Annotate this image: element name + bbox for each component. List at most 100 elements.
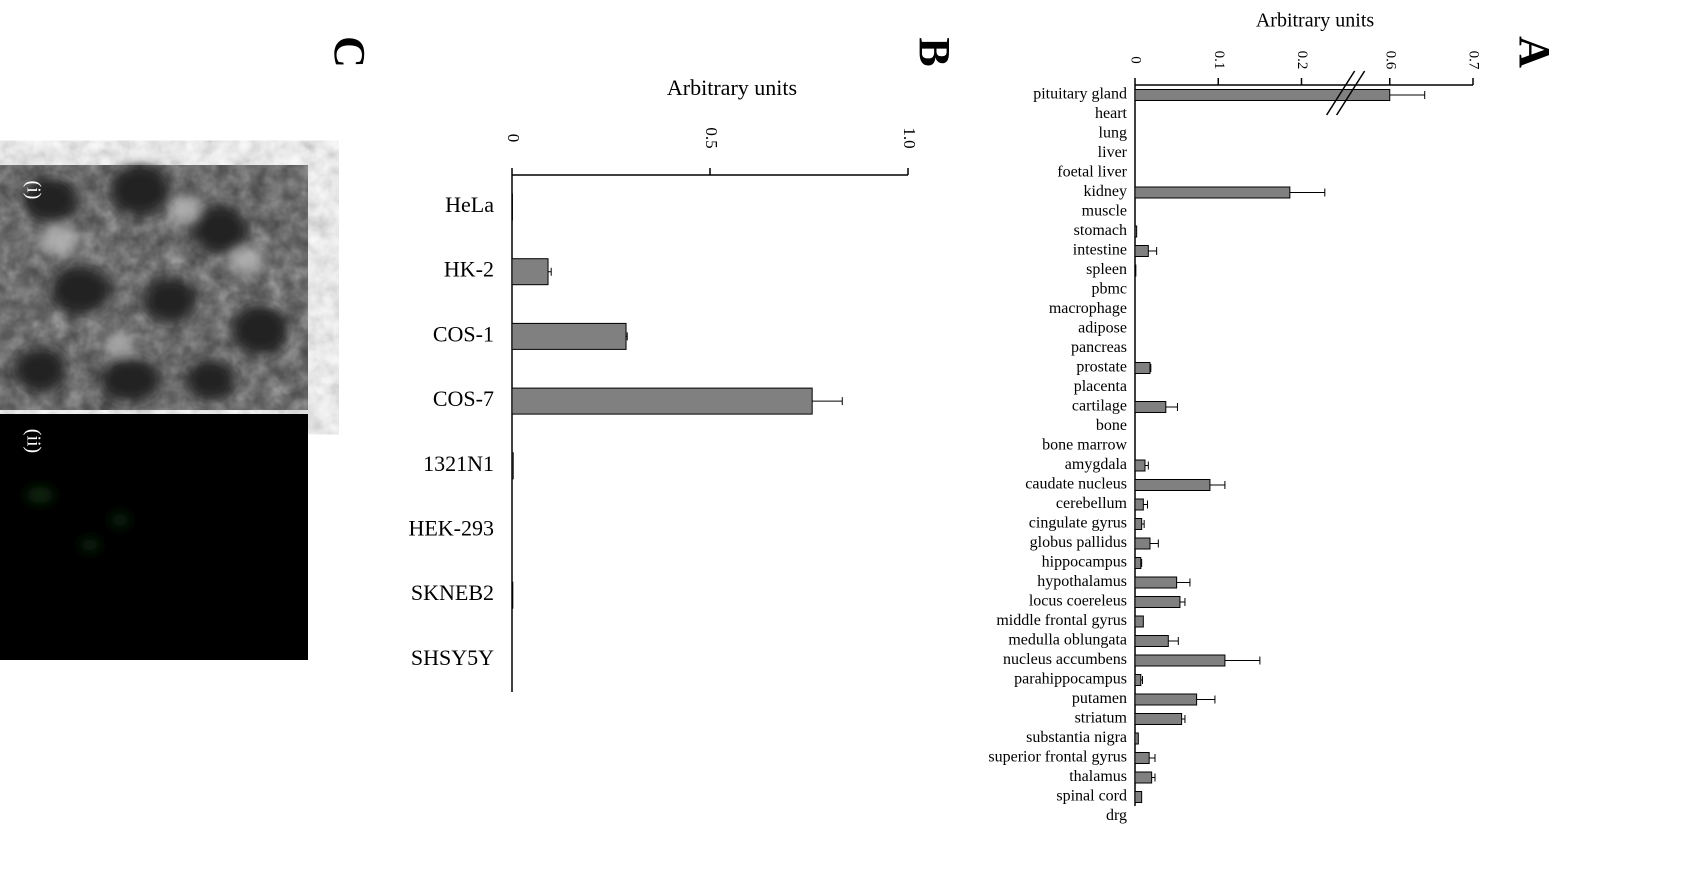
bar (1135, 597, 1180, 608)
y-tick-label: caudate nucleus (1025, 476, 1127, 493)
y-tick-label: pbmc (1091, 281, 1127, 298)
y-tick-label: medulla oblungata (1008, 632, 1127, 649)
y-tick-label: bone marrow (1042, 437, 1127, 454)
y-tick-label: muscle (1082, 203, 1127, 220)
y-tick-label: placenta (1074, 378, 1127, 395)
error-bar (1225, 657, 1260, 665)
y-tick-label: cerebellum (1056, 495, 1128, 512)
y-tick-label: cingulate gyrus (1029, 515, 1127, 532)
y-tick-label: HeLa (445, 192, 494, 217)
x-axis-label: Arbitrary units (1256, 10, 1375, 32)
figure: (i) (ii) C A Arbitrary units 0 0.1 0.2 0.6 0.7… (0, 0, 1700, 876)
error-bar (1197, 696, 1215, 704)
y-tick-label: drg (1106, 807, 1127, 824)
panel-label: B (910, 37, 959, 66)
y-tick-label: HEK-293 (408, 516, 494, 541)
y-tick-label: striatum (1075, 710, 1128, 727)
y-tick-label: HK-2 (444, 257, 494, 282)
error-bar (1149, 754, 1155, 762)
y-tick-label: pituitary gland (1033, 86, 1127, 103)
error-bar (1390, 91, 1425, 99)
bar (1135, 577, 1177, 588)
x-tick-label: 0 (504, 134, 523, 143)
bar (1135, 636, 1168, 647)
x-tick-label: 0.7 (1466, 51, 1482, 70)
error-bar (1168, 637, 1178, 645)
error-bar (1177, 579, 1190, 587)
bar (512, 388, 812, 414)
bar (1135, 480, 1210, 491)
x-tick-label: 0.6 (1382, 51, 1398, 70)
y-tick-label: intestine (1073, 242, 1127, 259)
error-bar (1150, 540, 1158, 548)
bar (1135, 363, 1150, 374)
y-tick-label: pancreas (1071, 339, 1127, 356)
x-tick-label: 0 (1128, 56, 1144, 64)
y-tick-label: cartilage (1072, 398, 1127, 415)
y-tick-label: macrophage (1049, 300, 1127, 317)
y-tick-label: foetal liver (1057, 164, 1127, 181)
bar (1135, 499, 1143, 510)
y-tick-label: nucleus accumbens (1003, 651, 1127, 668)
bar (1135, 675, 1141, 686)
panel-c-images: (i) (ii) C (0, 36, 374, 660)
bar (512, 259, 548, 285)
y-tick-label: prostate (1076, 359, 1127, 376)
y-tick-label: globus pallidus (1030, 534, 1127, 551)
y-tick-label: amygdala (1065, 456, 1127, 473)
y-tick-label: superior frontal gyrus (988, 749, 1127, 766)
y-tick-label: parahippocampus (1014, 671, 1127, 688)
y-tick-label: substantia nigra (1026, 729, 1127, 746)
y-tick-label: hypothalamus (1037, 573, 1127, 590)
y-tick-label: spinal cord (1056, 788, 1127, 805)
error-bar (1210, 481, 1225, 489)
panel-label: A (1510, 36, 1559, 68)
y-tick-label: stomach (1074, 222, 1127, 239)
bar (512, 453, 513, 479)
y-tick-label: COS-1 (433, 321, 494, 346)
bar (1135, 733, 1138, 744)
x-axis-label: Arbitrary units (667, 75, 797, 100)
x-tick-label: 0.5 (702, 127, 721, 148)
y-tick-label: SHSY5Y (411, 645, 494, 670)
error-bar (812, 397, 842, 405)
x-tick-label: 0.2 (1294, 51, 1310, 70)
bar (512, 582, 513, 608)
bar (1135, 246, 1148, 257)
error-bar (1290, 189, 1325, 197)
y-tick-label: lung (1099, 125, 1127, 142)
bar (1135, 558, 1141, 569)
bar (1135, 655, 1225, 666)
bar (1135, 538, 1150, 549)
y-tick-label: liver (1098, 144, 1128, 161)
x-tick-label: 0.1 (1211, 51, 1227, 70)
y-tick-label: SKNEB2 (411, 580, 494, 605)
y-tick-label: heart (1095, 105, 1128, 122)
error-bar (1166, 403, 1178, 411)
bar (1135, 714, 1182, 725)
y-tick-label: locus coereleus (1029, 593, 1127, 610)
y-tick-label: thalamus (1069, 768, 1127, 785)
error-bar (1148, 247, 1156, 255)
error-bar (1180, 598, 1185, 606)
y-tick-label: COS-7 (433, 386, 494, 411)
y-tick-label: 1321N1 (423, 451, 494, 476)
bar (1135, 792, 1142, 803)
y-tick-label: kidney (1083, 183, 1127, 200)
y-tick-label: spleen (1086, 261, 1127, 278)
error-bar (1143, 501, 1147, 509)
bar (1135, 519, 1142, 530)
bar (1135, 187, 1290, 198)
bar (1135, 460, 1145, 471)
bar (1135, 265, 1136, 276)
y-tick-label: adipose (1078, 320, 1127, 337)
x-tick-label: 1.0 (900, 127, 919, 148)
bar (1135, 694, 1197, 705)
y-tick-label: putamen (1072, 690, 1127, 707)
image-label: (i) (22, 181, 44, 200)
image-label: (ii) (22, 429, 44, 453)
micrograph-ii (0, 414, 308, 660)
y-tick-label: middle frontal gyrus (996, 612, 1127, 629)
bar (1135, 402, 1166, 413)
y-tick-label: hippocampus (1042, 554, 1127, 571)
